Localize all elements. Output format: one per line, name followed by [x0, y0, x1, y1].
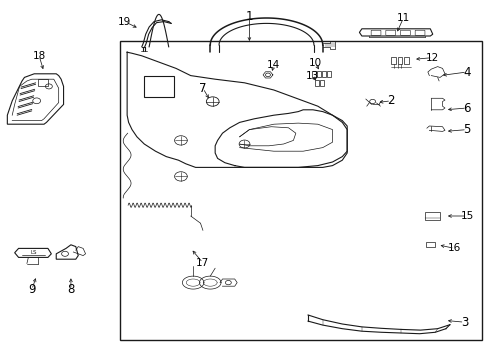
Bar	[425, 212, 439, 220]
Text: 6: 6	[462, 102, 470, 114]
Text: 1: 1	[245, 10, 253, 23]
Text: 5: 5	[462, 123, 470, 136]
Text: 4: 4	[462, 66, 470, 78]
Text: 17: 17	[196, 258, 209, 268]
Text: 10: 10	[308, 58, 321, 68]
Text: LS: LS	[30, 250, 37, 255]
Bar	[397, 57, 402, 64]
Bar	[321, 71, 325, 77]
Bar	[426, 242, 434, 247]
Text: 3: 3	[460, 316, 468, 329]
Text: 16: 16	[447, 243, 461, 253]
Bar	[403, 57, 408, 64]
Text: 13: 13	[305, 71, 318, 81]
Bar	[120, 41, 481, 340]
Bar	[314, 80, 318, 86]
Text: 11: 11	[396, 13, 409, 23]
Text: 7: 7	[199, 82, 206, 95]
Bar	[316, 71, 320, 77]
Bar	[390, 57, 395, 64]
Text: 14: 14	[266, 60, 280, 70]
Bar	[144, 76, 173, 97]
Text: 19: 19	[118, 17, 131, 27]
Bar	[326, 71, 330, 77]
Bar	[38, 79, 48, 86]
Text: 15: 15	[459, 211, 473, 221]
Text: 8: 8	[67, 283, 75, 296]
Text: 12: 12	[425, 53, 439, 63]
Text: 2: 2	[386, 94, 394, 107]
Text: 18: 18	[32, 51, 46, 61]
Bar	[319, 80, 323, 86]
Bar	[311, 71, 315, 77]
Text: 9: 9	[28, 283, 36, 296]
